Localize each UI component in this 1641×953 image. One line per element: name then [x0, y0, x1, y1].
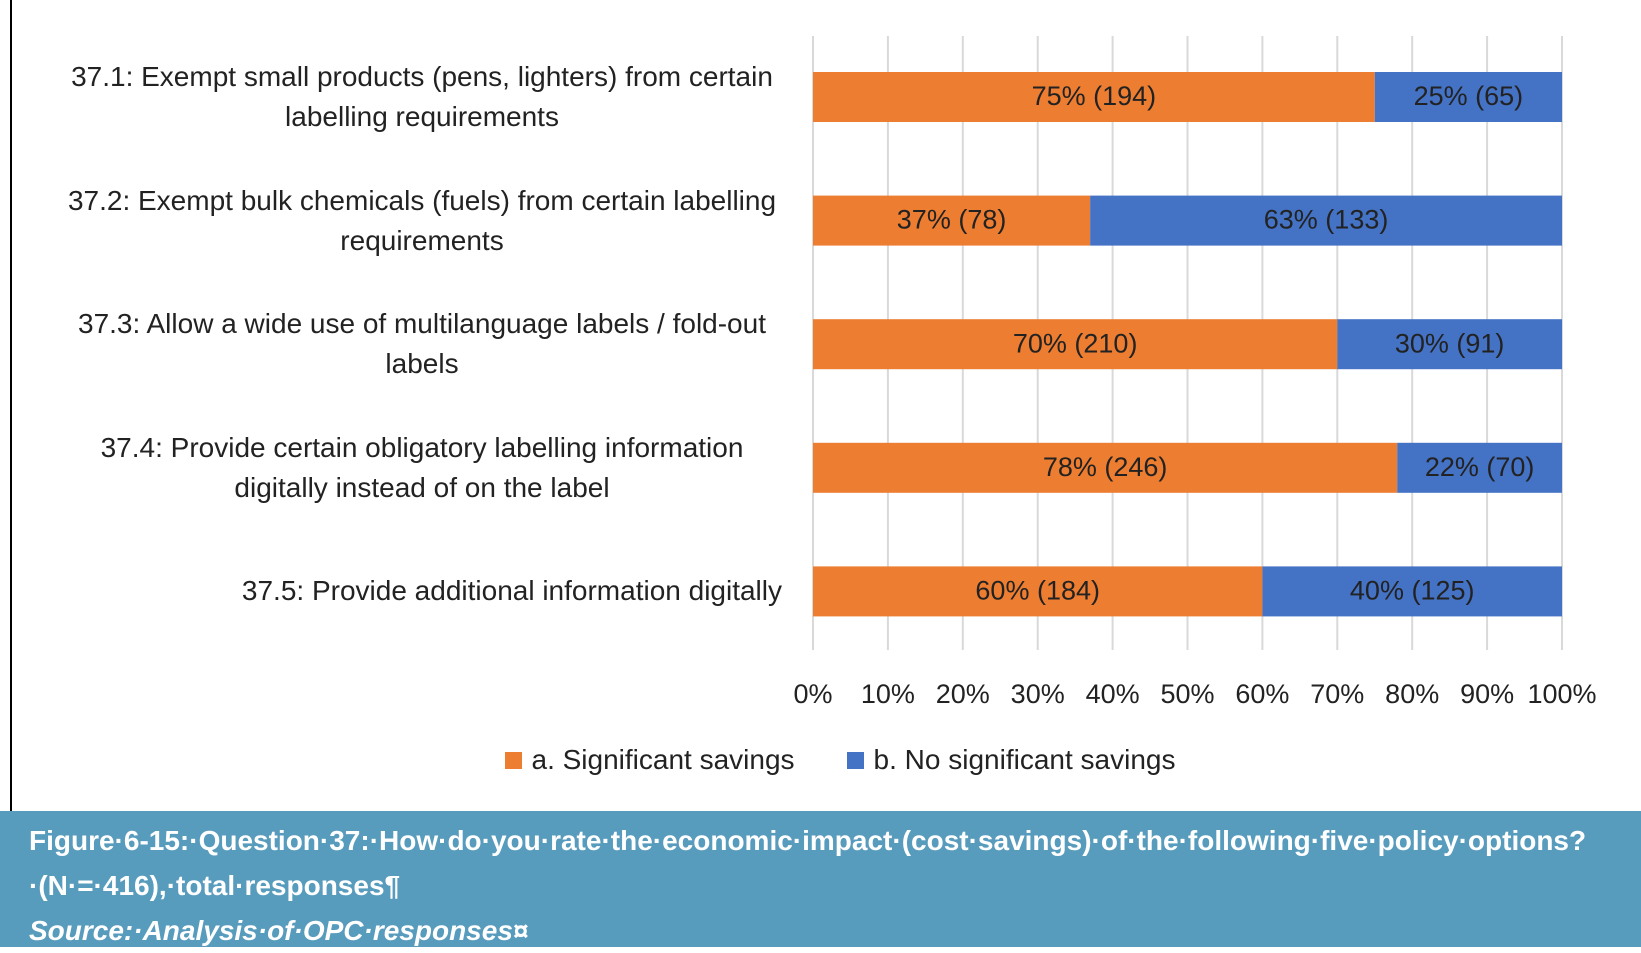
x-tick-label: 0% — [793, 679, 832, 709]
data-label: 60% (184) — [975, 576, 1100, 606]
category-label-row: 37.2: Exempt bulk chemicals (fuels) from… — [40, 181, 782, 261]
x-tick-label: 50% — [1160, 679, 1214, 709]
data-label: 25% (65) — [1414, 81, 1524, 111]
chart: 0% 10% 20% 30% 40% 50% 60% 70% 80% 90% 100% 75% (19… — [793, 36, 1597, 709]
category-label-row: 37.3: Allow a wide use of multilanguage … — [40, 304, 782, 384]
data-label: 40% (125) — [1350, 576, 1475, 606]
bar-segment — [1262, 566, 1562, 617]
category-label: 37.2: Exempt bulk chemicals (fuels) from… — [67, 184, 777, 256]
legend-item: b. No significant savings — [846, 744, 1176, 776]
margin-line — [10, 0, 12, 811]
category-label: 37.1: Exempt small products (pens, light… — [71, 61, 773, 132]
legend-swatch — [504, 751, 522, 769]
category-label-row: 37.5: Provide additional information dig… — [40, 571, 782, 611]
bar-segment — [813, 319, 1338, 370]
data-label: 70% (210) — [1013, 328, 1138, 358]
legend-label: a. Significant savings — [531, 744, 795, 775]
bar-segment — [813, 442, 1398, 493]
caption-source: Source:·Analysis·of·OPC·responses¤ — [29, 915, 529, 946]
x-tick-label: 40% — [1086, 679, 1140, 709]
bar-segment — [1090, 195, 1562, 246]
data-label: 75% (194) — [1032, 81, 1157, 111]
x-tick-label: 60% — [1235, 679, 1289, 709]
x-tick-label: 30% — [1011, 679, 1065, 709]
category-label-row: 37.1: Exempt small products (pens, light… — [40, 57, 782, 137]
x-tick-label: 100% — [1527, 679, 1596, 709]
data-label: 22% (70) — [1425, 452, 1535, 482]
legend-swatch — [846, 751, 864, 769]
bar-segment — [1397, 442, 1562, 493]
category-label: 37.3: Allow a wide use of multilanguage … — [78, 308, 766, 380]
data-label: 78% (246) — [1043, 452, 1168, 482]
legend-label: b. No significant savings — [873, 744, 1176, 775]
caption: Figure·6‑15:·Question·37:·How·do·you·rat… — [0, 811, 1641, 947]
bar-segment — [813, 566, 1263, 617]
category-label: 37.4: Provide certain obligatory labelli… — [100, 431, 744, 503]
x-tick-label: 20% — [936, 679, 990, 709]
bar-segment — [813, 72, 1375, 122]
legend-item: a. Significant savings — [504, 744, 795, 776]
data-label: 30% (91) — [1395, 328, 1505, 358]
x-tick-label: 10% — [861, 679, 915, 709]
data-label: 63% (133) — [1264, 205, 1389, 235]
caption-title: Figure·6‑15:·Question·37:·How·do·you·rat… — [29, 825, 1587, 901]
bar-segment — [1374, 72, 1562, 122]
category-label-row: 37.4: Provide certain obligatory labelli… — [40, 428, 782, 508]
x-tick-label: 80% — [1385, 679, 1439, 709]
x-tick-label: 70% — [1310, 679, 1364, 709]
data-label: 37% (78) — [897, 205, 1007, 235]
category-label: 37.5: Provide additional information dig… — [241, 575, 782, 607]
legend: a. Significant savings b. No significant … — [0, 744, 1641, 776]
bar-segment — [813, 195, 1091, 246]
bar-segment — [1337, 319, 1562, 370]
x-tick-label: 90% — [1460, 679, 1514, 709]
